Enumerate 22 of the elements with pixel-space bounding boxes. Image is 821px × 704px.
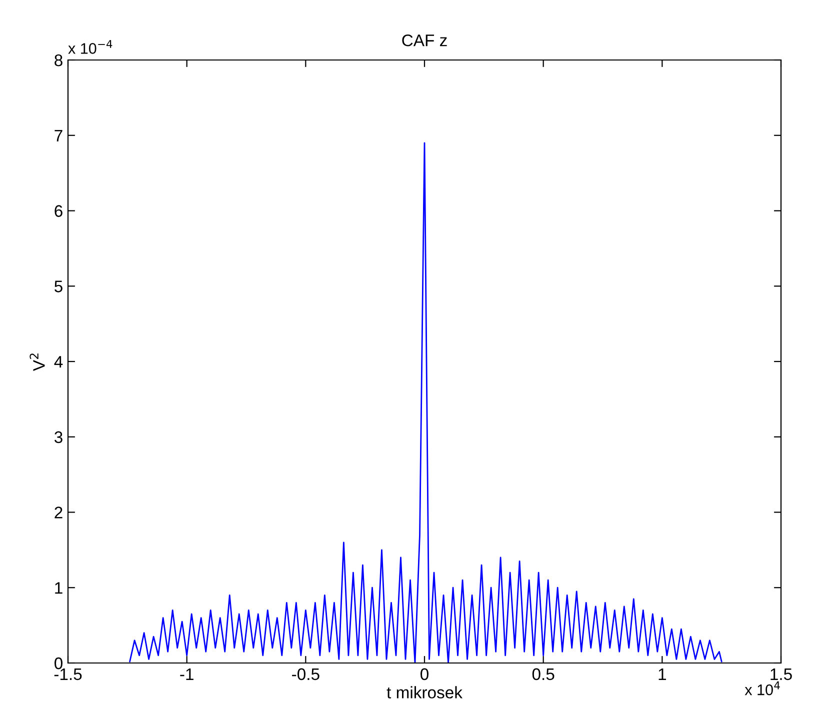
x-tick-label: 0.5 <box>532 668 554 680</box>
x-tick-label: -1 <box>180 668 194 680</box>
line-series <box>129 142 722 663</box>
y-tick-label: 1 <box>55 582 62 594</box>
x-tick-label: 1.5 <box>770 668 792 680</box>
y-tick-label: 7 <box>54 130 62 142</box>
x-tick-label: 0 <box>420 668 428 680</box>
text: x 10$^{4}$ <box>744 681 780 696</box>
y-tick-label: 8 <box>54 54 62 66</box>
x-tick-label: -0.5 <box>292 668 320 680</box>
y-tick-label: 2 <box>54 506 62 518</box>
y-axis-title: V$^{2}$ <box>30 354 45 372</box>
y-tick-label: 6 <box>54 205 62 217</box>
x-tick-label: -1.5 <box>54 668 82 680</box>
y-tick-label: 4 <box>54 356 63 368</box>
y-tick-label: 0 <box>54 657 62 670</box>
y-tick-label: 3 <box>54 431 62 444</box>
chart-title: CAF z <box>402 34 447 46</box>
text: x 10$^{−4}$ <box>68 40 112 54</box>
y-tick-label: 5 <box>54 280 62 292</box>
x-tick-label: 1 <box>658 668 666 680</box>
x-axis-title: t mikrosek <box>386 686 462 698</box>
